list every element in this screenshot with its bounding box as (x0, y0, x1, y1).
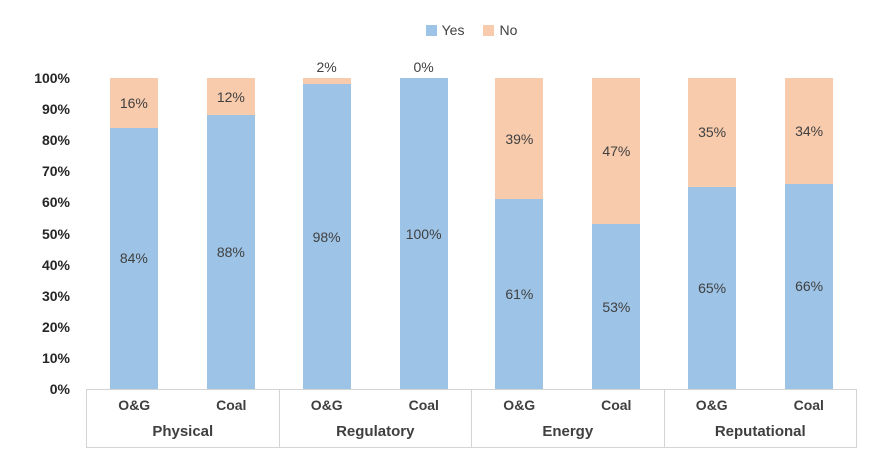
data-label-yes: 88% (216, 244, 245, 261)
y-axis-tick-label: 0% (49, 381, 70, 397)
segment-no (785, 78, 834, 184)
y-axis-tick-label: 90% (41, 101, 70, 118)
y-axis-tick-label: 10% (41, 349, 70, 366)
y-axis-tick-label: 40% (41, 256, 70, 273)
segment-yes (495, 199, 544, 389)
x-axis-label-coal: Coal (408, 397, 439, 413)
segment-no (495, 78, 544, 200)
data-label-no: 12% (216, 88, 245, 105)
x-axis-group-energy: O&G Coal Energy (472, 390, 665, 447)
plot-area: 84% 16% 88% 12% 98% 2% 100% 0% 61% 39% 53% 47% 65% 35… (86, 60, 857, 389)
data-label-yes: 53% (602, 298, 631, 315)
data-label-yes: 100% (405, 225, 442, 242)
segment-no (206, 78, 255, 116)
data-label-no: 16% (119, 94, 148, 111)
data-label-no: 35% (698, 124, 727, 141)
bar-physical-coal: 88% 12% (206, 78, 255, 389)
y-axis-tick-label: 30% (41, 287, 70, 304)
bar-physical-og: 84% 16% (109, 78, 158, 389)
x-axis-label-coal: Coal (601, 397, 632, 413)
x-axis-label-coal: Coal (216, 397, 247, 413)
x-axis: O&G Coal Physical O&G Coal Regulatory O&G Coal E… (86, 389, 857, 448)
bar-regulatory-og: 98% 2% (302, 60, 351, 389)
segment-yes (302, 84, 351, 389)
y-axis-tick-label: 100% (34, 70, 70, 86)
x-axis-label-og: O&G (695, 397, 728, 413)
legend-item-yes: Yes (425, 22, 465, 38)
data-label-no: 0% (413, 59, 434, 75)
legend-label: Yes (441, 22, 465, 38)
data-label-no: 2% (316, 59, 337, 75)
x-axis-label-og: O&G (118, 397, 151, 413)
y-axis-tick-label: 70% (41, 163, 70, 180)
y-axis-tick-label: 50% (41, 225, 70, 242)
data-label-yes: 84% (119, 250, 148, 267)
segment-no (109, 78, 158, 128)
x-axis-label-og: O&G (503, 397, 536, 413)
bar-energy-coal: 53% 47% (592, 78, 641, 389)
legend-item-no: No (483, 22, 517, 38)
segment-yes (206, 115, 255, 389)
data-label-no: 47% (602, 143, 631, 160)
segment-yes (109, 127, 158, 389)
x-axis-group-label: Regulatory (336, 423, 415, 440)
legend: Yes No (86, 20, 857, 40)
x-axis-label-og: O&G (310, 397, 343, 413)
bar-reputational-og: 65% 35% (688, 78, 737, 389)
y-axis-tick-label: 80% (41, 132, 70, 149)
x-axis-group-label: Physical (152, 423, 214, 440)
y-axis-tick-label: 60% (41, 194, 70, 211)
x-axis-group-label: Reputational (714, 423, 806, 440)
y-axis-tick-label: 20% (41, 318, 70, 335)
legend-marker-no-icon (483, 24, 495, 36)
data-label-yes: 61% (505, 286, 534, 303)
data-label-yes: 65% (698, 279, 727, 296)
bar-regulatory-coal: 100% 0% (399, 60, 448, 389)
legend-marker-yes-icon (425, 24, 437, 36)
segment-yes (592, 224, 641, 389)
data-label-yes: 66% (795, 278, 824, 295)
x-axis-label-coal: Coal (793, 397, 824, 413)
y-axis: 0% 10% 20% 30% 40% 50% 60% 70% 80% 90% 100% (0, 71, 70, 396)
x-axis-group-label: Energy (542, 423, 594, 440)
x-axis-group-physical: O&G Coal Physical (87, 390, 280, 447)
segment-no (592, 78, 641, 225)
x-axis-group-regulatory: O&G Coal Regulatory (280, 390, 472, 447)
segment-no (688, 78, 737, 187)
data-label-yes: 98% (312, 228, 341, 245)
x-axis-group-reputational: O&G Coal Reputational (665, 390, 857, 447)
segment-no (302, 78, 351, 85)
segment-yes (688, 186, 737, 389)
data-label-no: 34% (795, 122, 824, 139)
segment-yes (785, 183, 834, 389)
data-label-no: 39% (505, 130, 534, 147)
segment-yes (399, 78, 448, 389)
bar-reputational-coal: 66% 34% (785, 78, 834, 389)
legend-label: No (499, 22, 518, 38)
bar-energy-og: 61% 39% (495, 78, 544, 389)
